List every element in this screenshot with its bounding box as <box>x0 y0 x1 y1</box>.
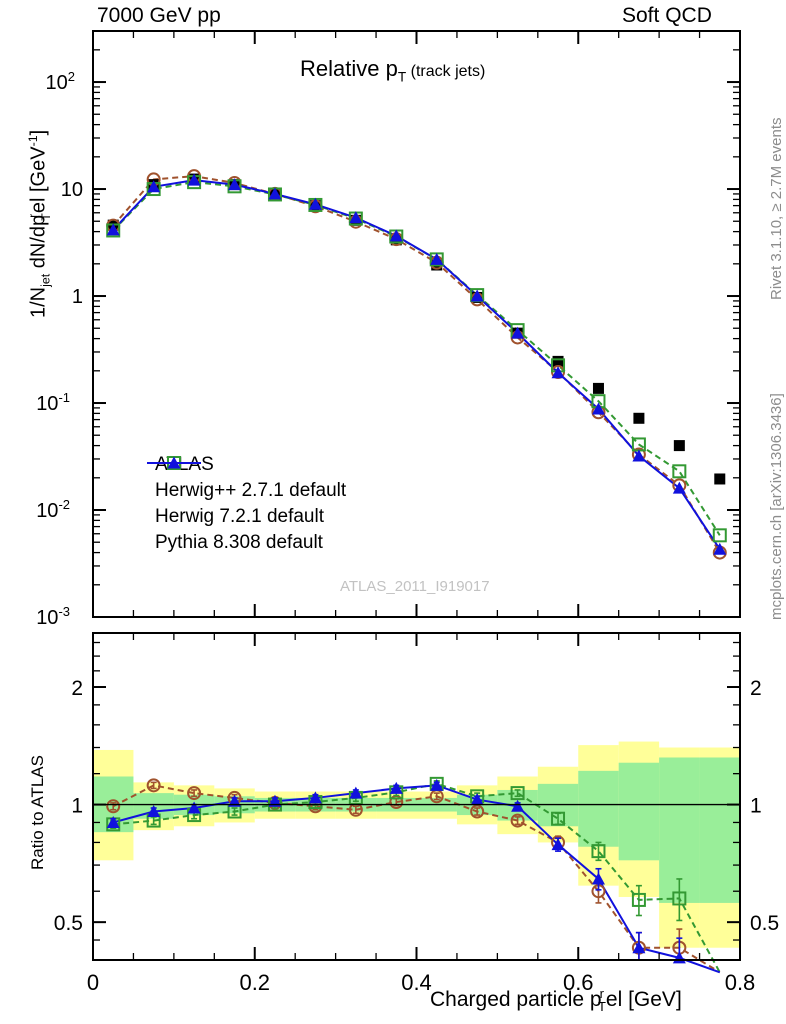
ratio-marker <box>389 781 403 794</box>
ratio-marker <box>632 941 646 954</box>
legend-label: Herwig 7.2.1 default <box>155 506 324 527</box>
main-marker <box>592 382 604 394</box>
ratio-marker <box>187 786 202 801</box>
main-marker <box>632 449 646 462</box>
ratio-marker <box>631 892 646 907</box>
x-axis-tick-label: 0.6 <box>563 970 594 995</box>
ratio-marker <box>470 793 484 806</box>
main-marker <box>633 412 645 424</box>
ratio-marker <box>268 794 282 807</box>
mcplots-credit-label: mcplots.cern.ch [arXiv:1306.3436] <box>768 393 785 620</box>
ratio-marker <box>551 838 565 851</box>
header-right-label: Soft QCD <box>622 4 712 27</box>
main-marker <box>673 440 685 452</box>
legend-label: Herwig++ 2.7.1 default <box>155 480 347 501</box>
ratio-ytick-label-left: 1 <box>71 795 83 818</box>
ratio-ytick-label-left: 0.5 <box>54 912 83 935</box>
legend-swatch-triangle-filled <box>147 456 201 469</box>
main-marker <box>672 481 686 494</box>
rivet-version-label: Rivet 3.1.10, ≥ 2.7M events <box>768 117 785 301</box>
main-marker <box>389 229 403 242</box>
ratio-marker <box>106 815 120 828</box>
ratio-ytick-label-right: 0.5 <box>750 912 779 935</box>
main-marker <box>714 473 726 485</box>
ratio-band-stat <box>578 770 619 847</box>
main-marker <box>712 528 727 543</box>
x-axis-label-main: Charged particle p <box>430 988 602 1011</box>
main-marker <box>551 366 565 379</box>
main-marker <box>147 180 161 193</box>
plot-title: Relative pT (track jets) <box>300 56 485 84</box>
ratio-marker <box>187 801 201 814</box>
ratio-band-stat <box>699 757 740 903</box>
legend-item-herwigpp[interactable]: Herwig++ 2.7.1 default <box>145 456 347 504</box>
main-marker <box>591 402 605 415</box>
ratio-ytick-label-right: 1 <box>750 795 762 818</box>
ratio-marker <box>551 811 566 826</box>
main-ytick-label: 10-1 <box>36 390 70 415</box>
ratio-marker <box>510 813 525 828</box>
main-marker <box>672 464 687 479</box>
legend-label: Pythia 8.308 default <box>155 532 323 553</box>
main-marker <box>228 178 242 191</box>
ratio-ytick-label-left: 2 <box>71 677 83 700</box>
main-curve-pythia <box>112 179 721 550</box>
plot-title-main: Relative p <box>300 56 398 81</box>
main-marker <box>713 542 727 555</box>
legend: ATLAS Herwig++ 2.7.1 default Herwig 7.2.1 … <box>145 452 346 556</box>
ratio-marker <box>510 786 525 801</box>
main-ytick-label: 10-3 <box>36 604 70 629</box>
ratio-marker <box>228 794 242 807</box>
legend-item-herwig[interactable]: Herwig 7.2.1 default <box>145 456 346 530</box>
main-ytick-label: 10-2 <box>36 497 70 522</box>
main-ytick-label: 10 <box>61 179 83 201</box>
ratio-marker <box>672 891 687 906</box>
ratio-marker <box>349 786 363 799</box>
ratio-marker <box>308 791 322 804</box>
main-marker <box>268 187 282 200</box>
analysis-id-watermark: ATLAS_2011_I919017 <box>340 578 490 595</box>
x-axis-tick-label: 0.4 <box>401 970 432 995</box>
x-axis-label-rest: el [GeV] <box>605 988 682 1011</box>
main-ytick-label: 102 <box>46 69 75 94</box>
main-marker <box>349 211 363 224</box>
main-marker <box>552 355 564 367</box>
header-left-label: 7000 GeV pp <box>97 4 221 27</box>
main-ytick-label: 1 <box>72 286 83 308</box>
main-marker <box>511 326 525 339</box>
plot-title-rest: (track jets) <box>410 63 486 80</box>
main-marker <box>430 252 444 265</box>
x-axis-tick-label: 0.8 <box>725 970 756 995</box>
ratio-marker <box>430 778 444 791</box>
ratio-marker <box>146 778 161 793</box>
ratio-curve-herwig <box>113 782 721 973</box>
main-marker <box>470 289 484 302</box>
x-axis-label-sub: T <box>597 999 606 1015</box>
ratio-ytick-label-right: 2 <box>750 677 762 700</box>
plot-title-sub: T <box>397 69 407 85</box>
ratio-curve-herwig++ <box>112 784 721 974</box>
x-axis-tick-label: 0.2 <box>239 970 270 995</box>
legend-marker <box>167 456 181 469</box>
x-axis-tick-label: 0 <box>87 970 99 995</box>
ratio-marker <box>591 844 606 859</box>
ratio-marker <box>147 805 161 818</box>
main-y-axis-label: 1/Njet dN/dprTel [GeV-1] <box>26 129 53 318</box>
ratio-marker <box>470 804 485 819</box>
ratio-marker <box>511 799 525 812</box>
legend-item-pythia[interactable]: Pythia 8.308 default <box>145 456 346 556</box>
main-marker <box>187 173 201 186</box>
ratio-y-axis-label: Ratio to ATLAS <box>28 755 47 870</box>
main-marker <box>106 223 120 236</box>
ratio-marker <box>591 872 605 885</box>
ratio-marker <box>106 799 121 814</box>
x-axis-label: Charged particle prTel [GeV] <box>430 986 682 1014</box>
main-marker <box>308 197 322 210</box>
x-axis-label-sup: r <box>599 986 604 1001</box>
ratio-band-stat <box>618 762 660 861</box>
